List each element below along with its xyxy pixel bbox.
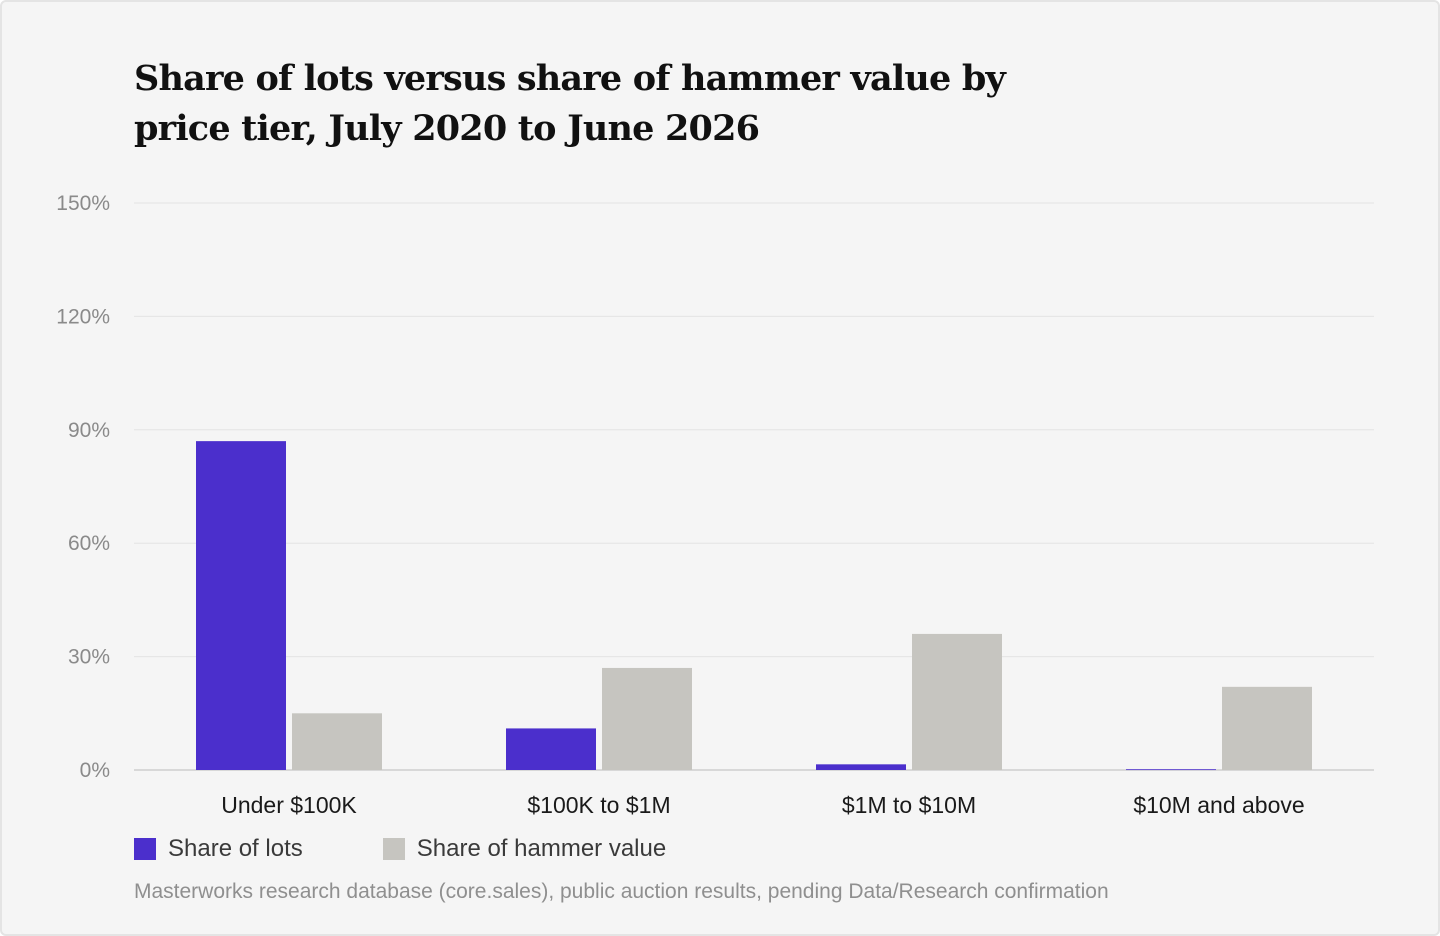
legend-item-share-of-lots: Share of lots [134,835,303,863]
bar-share-of-lots [816,764,906,770]
legend-swatch-share-of-hammer-value [382,838,405,860]
x-tick-label: $100K to $1M [527,792,670,818]
bar-share-of-hammer-value [602,667,692,770]
x-tick-label: $1M to $10M [842,792,976,818]
y-tick-label: 150% [56,192,110,215]
bars [196,441,1312,771]
bar-share-of-hammer-value [1222,686,1312,770]
y-tick-label: 120% [56,305,110,328]
source-note: Masterworks research database (core.sale… [134,880,1109,903]
gridlines [134,202,1374,771]
legend-label: Share of hammer value [416,835,667,862]
bar-share-of-lots [1126,769,1216,771]
legend-swatch-share-of-lots [134,838,156,860]
x-tick-label: $10M and above [1133,792,1304,818]
x-tick-label: Under $100K [221,792,357,818]
bar-share-of-lots [506,728,596,770]
legend-item-share-of-hammer-value: Share of hammer value [382,835,667,863]
bar-share-of-hammer-value [912,633,1002,770]
y-tick-label: 60% [68,532,110,555]
y-tick-label: 90% [68,419,110,442]
y-tick-label: 30% [68,646,110,669]
chart-title: Share of lots versus share of hammer val… [134,58,1006,149]
bar-share-of-lots [196,441,286,770]
bar-share-of-hammer-value [292,713,382,770]
y-axis: 0% 30% 60% 90% 120% 150% [56,192,110,782]
x-axis: Under $100K $100K to $1M $1M to $10M $10M a… [221,792,1304,818]
legend-label: Share of lots [168,835,303,862]
legend: Share of lots Share of hammer value [134,833,666,865]
y-tick-label: 0% [80,759,110,782]
